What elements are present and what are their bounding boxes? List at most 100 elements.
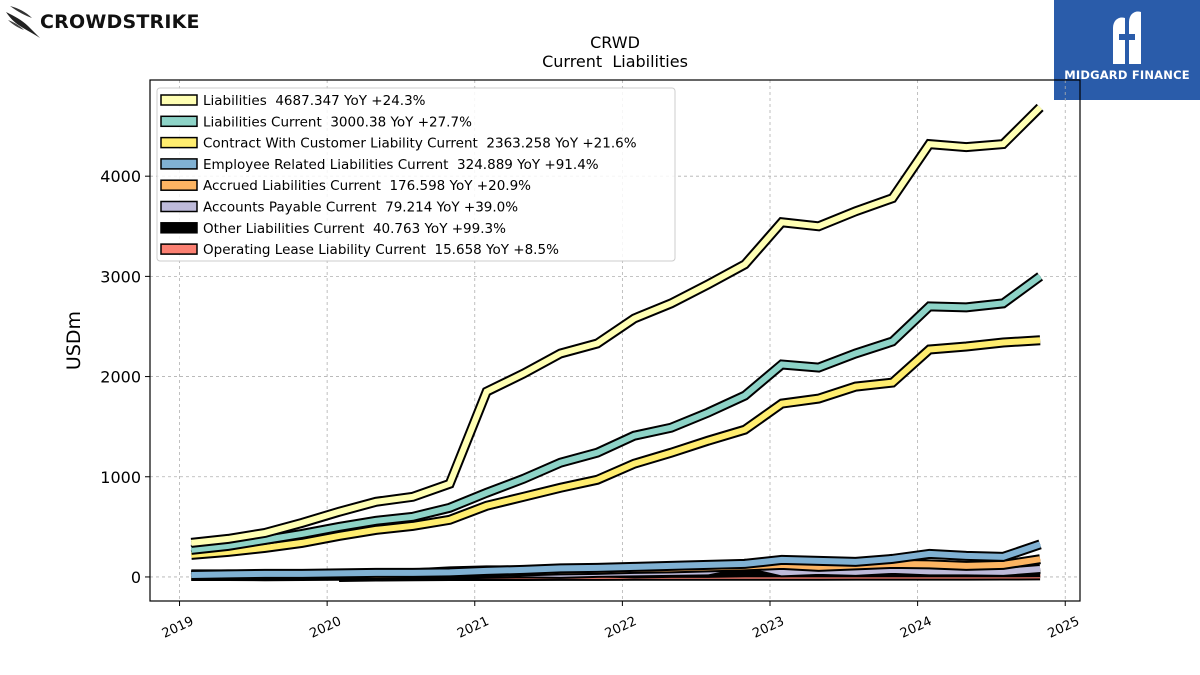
data-point bbox=[892, 382, 893, 384]
data-point bbox=[227, 545, 229, 547]
data-point bbox=[818, 398, 820, 400]
data-point bbox=[707, 412, 709, 414]
series-line bbox=[190, 105, 1043, 546]
legend: Liabilities 4687.347 YoY +24.3% Liabiliti… bbox=[156, 87, 676, 262]
data-point bbox=[855, 561, 857, 563]
data-point bbox=[633, 318, 635, 319]
data-point bbox=[596, 479, 598, 481]
legend-swatch bbox=[160, 158, 198, 170]
data-point bbox=[1039, 339, 1041, 341]
data-point bbox=[892, 569, 893, 571]
legend-frame bbox=[156, 87, 676, 262]
data-point bbox=[965, 555, 967, 557]
data-point bbox=[1002, 571, 1004, 573]
midgard-finance-logo: MIDGARD FINANCE bbox=[1054, 0, 1200, 100]
data-point bbox=[855, 386, 857, 388]
data-point bbox=[633, 463, 635, 465]
chart-title: CRWD bbox=[590, 33, 640, 52]
series-line-outline bbox=[190, 272, 1044, 555]
data-point bbox=[449, 519, 451, 521]
data-point bbox=[781, 221, 783, 223]
legend-label: Liabilities 4687.347 YoY +24.3% bbox=[203, 93, 426, 109]
x-tick-label: 2020 bbox=[307, 614, 343, 642]
data-point bbox=[412, 516, 414, 518]
data-point bbox=[928, 553, 930, 555]
data-point bbox=[1002, 342, 1004, 343]
data-point bbox=[559, 353, 561, 354]
data-point bbox=[449, 483, 451, 485]
data-point bbox=[855, 571, 857, 573]
data-point bbox=[227, 573, 229, 575]
legend-item: Liabilities Current 3000.38 YoY +27.7% bbox=[160, 114, 472, 130]
data-point bbox=[523, 478, 524, 480]
legend-item: Employee Related Liabilities Current 324… bbox=[160, 157, 599, 173]
data-point bbox=[781, 559, 783, 561]
crowdstrike-logo: CROWDSTRIKE bbox=[4, 4, 200, 40]
data-point bbox=[1002, 302, 1004, 304]
data-point bbox=[596, 567, 598, 569]
data-point bbox=[301, 522, 303, 524]
legend-item: Contract With Customer Liability Current… bbox=[160, 136, 637, 152]
data-point bbox=[412, 525, 414, 527]
data-point bbox=[1039, 558, 1041, 560]
data-point bbox=[559, 462, 561, 464]
data-point bbox=[190, 542, 192, 544]
legend-swatch bbox=[160, 179, 198, 191]
data-point bbox=[227, 538, 229, 540]
data-point bbox=[486, 391, 488, 393]
data-point bbox=[670, 302, 672, 304]
legend-swatch bbox=[160, 200, 198, 213]
data-point bbox=[1002, 143, 1004, 145]
data-point bbox=[375, 529, 377, 531]
series-layer bbox=[190, 103, 1044, 582]
data-point bbox=[855, 353, 857, 354]
midgard-finance-wordmark: MIDGARD FINANCE bbox=[1064, 68, 1190, 82]
legend-label: Liabilities Current 3000.38 YoY +27.7% bbox=[203, 114, 472, 130]
legend-label: Other Liabilities Current 40.763 YoY +99… bbox=[203, 221, 506, 237]
data-point bbox=[707, 440, 709, 442]
data-point bbox=[633, 566, 635, 568]
x-tick-label: 2019 bbox=[160, 614, 196, 642]
data-point bbox=[965, 146, 967, 148]
data-point bbox=[264, 547, 266, 549]
data-point bbox=[190, 554, 192, 556]
data-point bbox=[412, 572, 414, 574]
data-point bbox=[338, 572, 340, 574]
legend-swatch bbox=[160, 222, 198, 234]
legend-item: Accrued Liabilities Current 176.598 YoY … bbox=[160, 178, 531, 194]
data-point bbox=[190, 549, 192, 551]
data-point bbox=[301, 573, 303, 575]
data-point bbox=[559, 487, 561, 489]
data-point bbox=[707, 564, 709, 566]
y-tick-label: 4000 bbox=[100, 167, 141, 186]
data-point bbox=[264, 573, 266, 575]
data-point bbox=[818, 566, 820, 568]
data-point bbox=[892, 341, 893, 342]
data-point bbox=[1039, 543, 1041, 545]
data-point bbox=[892, 197, 893, 199]
x-tick-label: 2022 bbox=[603, 614, 639, 642]
data-point bbox=[301, 533, 303, 535]
y-axis-label: USDm bbox=[63, 311, 85, 370]
data-point bbox=[744, 429, 746, 431]
data-point bbox=[965, 346, 967, 347]
data-point bbox=[965, 570, 967, 572]
data-point bbox=[523, 569, 524, 571]
legend-label: Employee Related Liabilities Current 324… bbox=[203, 157, 599, 173]
midgard-emblem-icon bbox=[1113, 11, 1141, 64]
data-point bbox=[744, 263, 746, 265]
data-point bbox=[301, 542, 303, 544]
data-point bbox=[928, 305, 930, 307]
data-point bbox=[707, 283, 709, 285]
legend-swatch bbox=[160, 94, 198, 106]
data-point bbox=[338, 535, 340, 537]
data-point bbox=[1039, 275, 1041, 277]
y-tick-label: 0 bbox=[131, 568, 141, 587]
series-2 bbox=[190, 272, 1044, 555]
y-tick-label: 3000 bbox=[100, 267, 141, 286]
data-point bbox=[486, 505, 488, 507]
data-point bbox=[190, 574, 192, 576]
y-tick-label: 2000 bbox=[100, 368, 141, 387]
series-4 bbox=[190, 539, 1042, 580]
data-point bbox=[338, 526, 340, 528]
